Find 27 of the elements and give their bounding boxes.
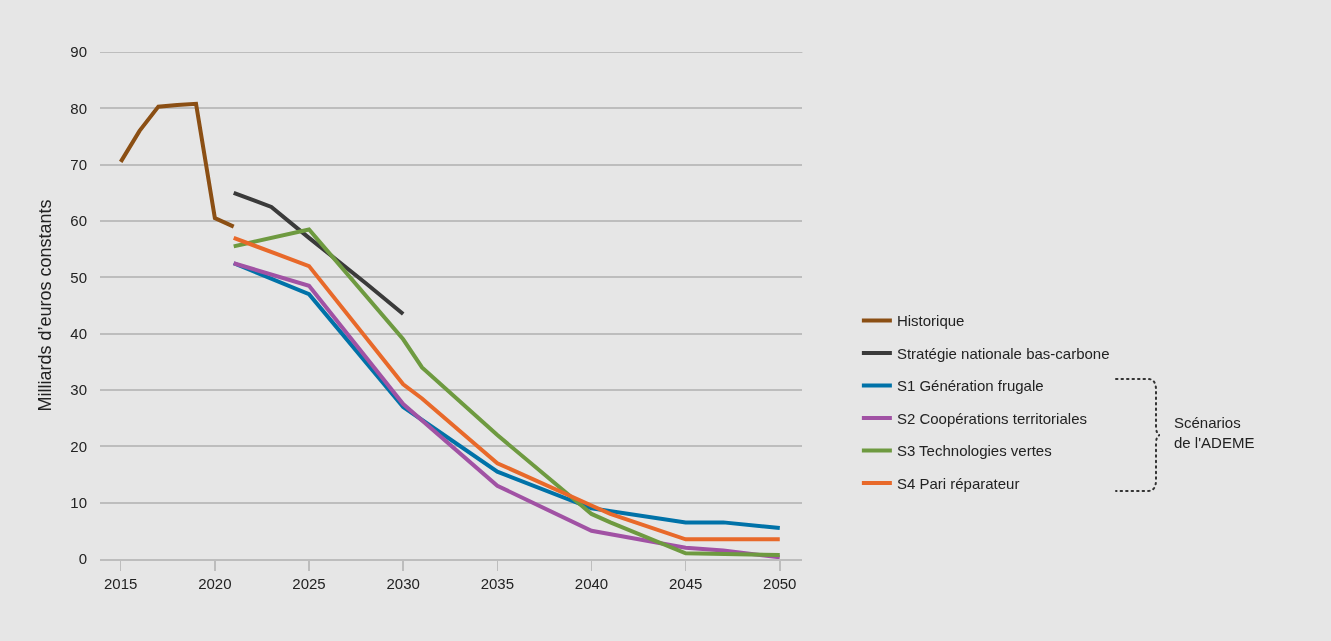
x-tick-label: 2040 xyxy=(574,575,609,592)
y-tick-label: 80 xyxy=(70,99,87,117)
y-tick-label: 0 xyxy=(78,550,87,568)
legend-label: S1 Génération frugale xyxy=(896,377,1044,395)
legend-label: S3 Technologies vertes xyxy=(896,442,1052,460)
y-axis-title: Milliards d’euros constants xyxy=(34,199,55,412)
x-tick-label: 2030 xyxy=(386,575,420,592)
y-tick-label: 90 xyxy=(70,43,87,61)
y-tick-label: 40 xyxy=(70,324,87,342)
x-tick-label: 2020 xyxy=(198,575,232,592)
y-tick-label: 30 xyxy=(70,381,87,399)
y-tick-label: 50 xyxy=(70,268,87,286)
y-tick-label: 20 xyxy=(70,437,87,455)
y-tick-label: 10 xyxy=(70,493,87,511)
legend-label: S2 Coopérations territoriales xyxy=(896,409,1087,427)
y-tick-label: 70 xyxy=(70,155,87,173)
text: Scénarios de l'ADEME xyxy=(1174,414,1255,451)
legend-label: Stratégie nationale bas-carbone xyxy=(896,344,1110,362)
legend-label: Historique xyxy=(896,312,965,330)
x-tick-label: 2025 xyxy=(292,575,326,592)
y-tick-label: 60 xyxy=(70,212,87,230)
legend-label: S4 Pari réparateur xyxy=(896,474,1020,492)
line-series xyxy=(118,101,236,229)
x-tick-label: 2045 xyxy=(668,575,703,592)
x-tick-label: 2050 xyxy=(763,575,797,592)
x-tick-label: 2035 xyxy=(480,575,515,592)
x-tick-label: 2015 xyxy=(104,575,138,592)
